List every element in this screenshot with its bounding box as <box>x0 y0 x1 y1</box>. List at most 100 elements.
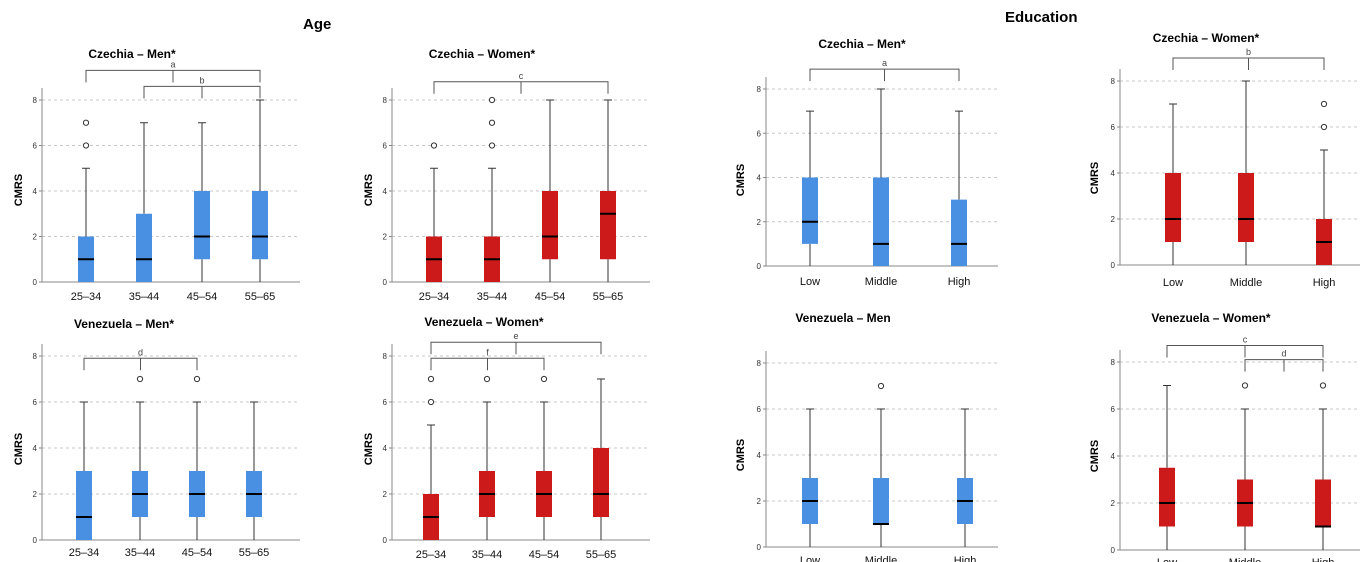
bracket-label: c <box>1243 335 1248 345</box>
bracket-line <box>1166 345 1324 358</box>
outlier-point <box>488 96 496 104</box>
chart-title: Venezuela – Women* <box>1151 311 1270 325</box>
y-tick-label: 6 <box>33 142 38 151</box>
education-section-title: Education <box>1005 9 1078 26</box>
chart-age-czechia-women: Czechia – Women* CMRS 0 2 4 6 8 25–34 35–44 45–54… <box>363 47 650 303</box>
x-tick-label: Low <box>800 555 820 562</box>
age-section-title: Age <box>303 16 332 33</box>
x-tick-label: 45–54 <box>182 547 213 559</box>
y-tick-label: 2 <box>757 497 762 506</box>
significance-bracket-d: d <box>1244 349 1324 372</box>
y-tick-label: 8 <box>757 359 762 368</box>
y-axis-label: CMRS <box>735 439 747 471</box>
bracket-line <box>83 357 198 371</box>
y-tick-label: 2 <box>33 490 38 499</box>
x-tick-label: 45–54 <box>529 549 560 561</box>
y-tick-label: 8 <box>383 352 388 361</box>
y-axis-label: CMRS <box>363 433 375 465</box>
bracket-label: b <box>1246 47 1251 57</box>
x-tick-label: 55–65 <box>245 291 276 303</box>
y-tick-label: 6 <box>757 405 762 414</box>
significance-bracket-a: a <box>85 59 261 83</box>
y-tick-label: 6 <box>383 398 388 407</box>
y-tick-label: 2 <box>1111 215 1116 224</box>
x-tick-label: 35–44 <box>129 291 160 303</box>
x-tick-label: Middle <box>1230 277 1262 289</box>
x-tick-label: 25–34 <box>69 547 100 559</box>
bracket-label: e <box>513 331 518 341</box>
box-0 <box>802 110 818 266</box>
y-axis-label: CMRS <box>13 174 25 206</box>
box-2 <box>957 408 973 547</box>
box-iqr <box>1159 467 1175 527</box>
chart-age-czechia-men: Czechia – Men* CMRS 0 2 4 6 8 25–34 35–44 45–54 55… <box>13 47 300 303</box>
x-tick-label: Low <box>1157 557 1177 562</box>
x-tick-label: 55–65 <box>239 547 270 559</box>
y-tick-label: 2 <box>383 233 388 242</box>
box-iqr <box>136 213 152 282</box>
x-tick-label: High <box>948 276 971 288</box>
outlier-point <box>1320 123 1328 131</box>
box-iqr <box>951 199 967 266</box>
chart-education-venezuela-men: Venezuela – Men CMRS 0 2 4 6 8 Low Middle High <box>735 311 998 562</box>
box-iqr <box>1315 479 1331 527</box>
outlier-point <box>483 375 491 383</box>
box-1 <box>873 382 889 547</box>
box-2 <box>951 110 967 266</box>
y-axis-label: CMRS <box>1089 162 1101 194</box>
outlier-point <box>427 398 435 406</box>
x-tick-label: 45–54 <box>535 291 566 303</box>
box-2 <box>542 99 558 282</box>
significance-bracket-e: e <box>430 331 602 355</box>
y-tick-label: 8 <box>33 96 38 105</box>
box-iqr <box>593 448 609 517</box>
bracket-label: c <box>519 71 524 81</box>
significance-bracket-f: f <box>430 347 545 371</box>
bracket-label: a <box>170 59 175 69</box>
bracket-label: d <box>1281 349 1286 359</box>
box-0 <box>1165 103 1181 265</box>
x-tick-label: 25–34 <box>416 549 447 561</box>
outlier-point <box>488 142 496 149</box>
box-iqr <box>1238 173 1254 242</box>
x-tick-label: 35–44 <box>477 291 508 303</box>
chart-education-czechia-men: Czechia – Men* CMRS 0 2 4 6 8 Low Middle High a <box>735 37 998 288</box>
y-tick-label: 6 <box>383 142 388 151</box>
box-3 <box>600 99 616 282</box>
bracket-label: f <box>486 347 489 357</box>
box-2 <box>1316 100 1332 265</box>
bracket-label: d <box>138 347 143 357</box>
outlier-point <box>136 375 144 383</box>
box-0 <box>76 401 92 540</box>
y-tick-label: 0 <box>33 278 38 287</box>
box-1 <box>136 122 152 282</box>
x-tick-label: 25–34 <box>419 291 450 303</box>
box-iqr <box>600 191 616 260</box>
outlier-point <box>877 382 885 390</box>
y-axis-label: CMRS <box>363 174 375 206</box>
y-tick-label: 0 <box>1111 261 1116 270</box>
box-0 <box>1159 385 1175 550</box>
outlier-point <box>82 142 90 149</box>
significance-bracket-c: c <box>1166 335 1324 358</box>
y-tick-label: 2 <box>33 233 38 242</box>
significance-bracket-c: c <box>433 71 609 94</box>
x-tick-label: High <box>1312 557 1335 562</box>
x-tick-label: 55–65 <box>586 549 617 561</box>
box-2 <box>189 375 205 540</box>
chart-title: Venezuela – Men* <box>74 317 174 331</box>
x-tick-label: Middle <box>865 276 897 288</box>
box-0 <box>78 119 94 282</box>
box-0 <box>426 142 442 282</box>
significance-bracket-d: d <box>83 347 198 371</box>
box-2 <box>194 122 210 282</box>
bracket-label: b <box>199 75 204 85</box>
y-tick-label: 4 <box>33 187 38 196</box>
y-tick-label: 4 <box>757 174 762 183</box>
outlier-point <box>427 375 435 383</box>
significance-bracket-a: a <box>809 58 960 82</box>
chart-title: Venezuela – Women* <box>424 315 543 329</box>
x-tick-label: High <box>1313 277 1336 289</box>
y-axis-label: CMRS <box>13 433 25 465</box>
box-3 <box>246 401 262 540</box>
